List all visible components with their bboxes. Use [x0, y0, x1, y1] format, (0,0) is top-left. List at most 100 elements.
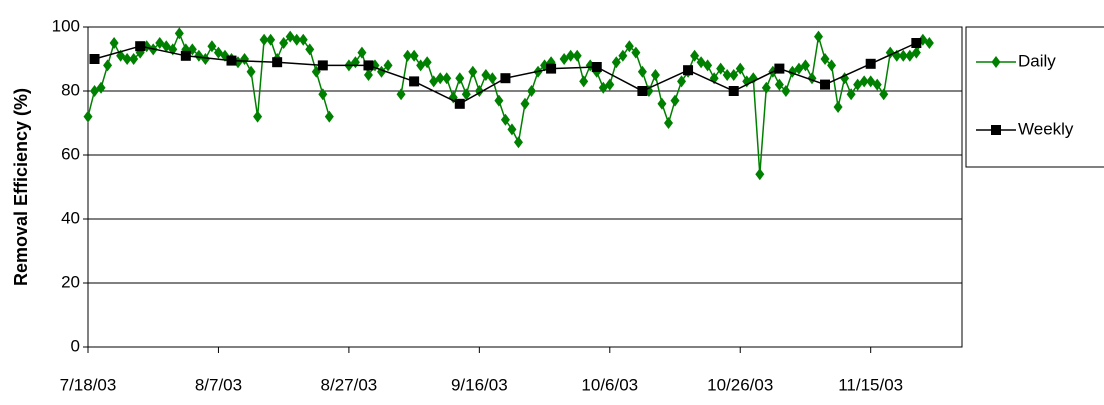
legend-marker [991, 56, 1001, 68]
plot-border [87, 26, 963, 348]
data-point [618, 49, 628, 62]
series-line [87, 31, 930, 175]
y-tick-label: 40 [61, 208, 80, 227]
y-tick-label: 60 [61, 144, 80, 163]
data-point [500, 113, 510, 126]
data-point [546, 63, 557, 74]
data-point [246, 65, 256, 78]
data-point [690, 49, 700, 62]
legend-box [965, 26, 1104, 168]
data-point [579, 75, 589, 88]
data-point [461, 88, 471, 101]
data-point [520, 97, 530, 110]
data-point [657, 97, 667, 110]
data-point [728, 86, 739, 96]
data-point [292, 33, 302, 46]
data-point [513, 136, 523, 149]
data-point [755, 168, 765, 181]
data-point [911, 38, 922, 48]
data-point [318, 88, 328, 101]
data-point [442, 72, 452, 85]
data-point [650, 69, 660, 81]
data-point [859, 75, 869, 88]
data-point [83, 110, 93, 123]
data-point [435, 72, 445, 85]
data-point [317, 60, 328, 71]
legend-label: Daily [1018, 51, 1056, 70]
data-point [207, 40, 217, 53]
data-point [468, 65, 478, 78]
data-point [683, 65, 694, 76]
data-point [109, 37, 119, 49]
y-axis-title: Removal Efficiency (%) [11, 88, 31, 286]
data-point [298, 33, 308, 46]
data-point [494, 94, 504, 107]
data-point [722, 69, 732, 81]
data-point [363, 69, 373, 81]
data-point [624, 40, 634, 53]
data-point [663, 117, 673, 129]
data-point [240, 53, 250, 65]
data-point [454, 98, 465, 109]
data-point [279, 37, 289, 49]
data-point [774, 78, 784, 91]
data-point [500, 73, 511, 84]
data-point [259, 33, 269, 46]
data-point [89, 54, 100, 64]
data-point [357, 46, 367, 59]
data-point [487, 72, 497, 85]
data-point [670, 94, 680, 107]
data-point [272, 57, 283, 68]
data-point [879, 88, 889, 101]
data-point [455, 72, 465, 85]
y-tick-label: 80 [61, 80, 80, 99]
data-point [611, 56, 621, 69]
y-tick-label: 20 [61, 272, 80, 291]
data-point [174, 27, 184, 40]
data-point [735, 62, 745, 75]
data-point [846, 88, 856, 101]
data-point [924, 37, 934, 49]
y-tick-label: 0 [71, 336, 80, 355]
data-point [677, 75, 687, 88]
data-point [253, 110, 263, 123]
data-point [800, 59, 810, 72]
data-point [226, 55, 237, 66]
data-point [266, 33, 276, 46]
data-point [572, 49, 582, 62]
data-point [729, 69, 739, 81]
legend-marker [991, 125, 1001, 135]
data-point [716, 62, 726, 75]
data-point [774, 63, 785, 74]
data-point [820, 53, 830, 65]
data-point [409, 76, 420, 87]
data-point [363, 60, 374, 71]
data-point [396, 88, 406, 101]
x-tick-label: 8/7/03 [195, 375, 242, 394]
x-tick-label: 8/27/03 [321, 375, 378, 394]
data-point [872, 78, 882, 91]
data-point [827, 59, 837, 72]
data-point [122, 53, 132, 65]
x-tick-label: 10/6/03 [581, 375, 638, 394]
data-point [422, 56, 432, 69]
data-point [129, 53, 139, 65]
data-point [605, 78, 615, 91]
data-point [527, 85, 537, 97]
legend-label: Weekly [1018, 119, 1074, 138]
data-point [383, 59, 393, 72]
data-point [305, 43, 315, 56]
data-point [761, 81, 771, 94]
data-point [135, 41, 146, 52]
data-point [833, 101, 843, 113]
data-point [781, 85, 791, 97]
data-point [637, 86, 648, 96]
x-tick-label: 11/15/03 [838, 375, 903, 394]
data-point [748, 72, 758, 85]
data-point [96, 81, 106, 94]
x-tick-label: 10/26/03 [707, 375, 773, 394]
data-point [180, 50, 191, 61]
x-tick-label: 7/18/03 [60, 375, 117, 394]
data-point [403, 49, 413, 62]
